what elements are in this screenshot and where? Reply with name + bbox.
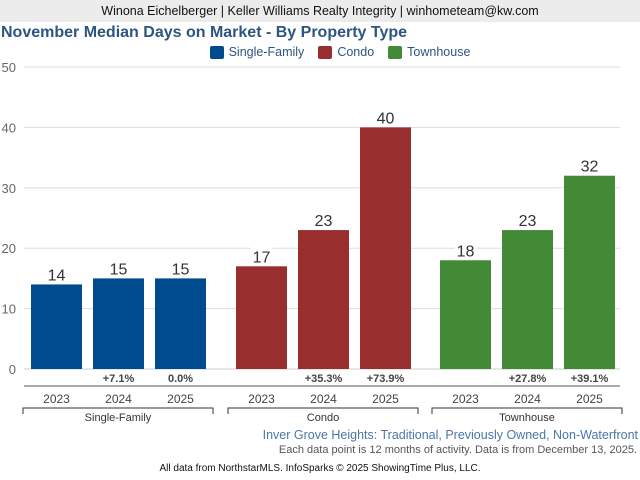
legend-item-condo[interactable]: Condo	[318, 45, 374, 59]
x-tick-label: 2023	[248, 392, 275, 406]
chart-title: November Median Days on Market - By Prop…	[1, 24, 408, 41]
data-label-bg	[45, 265, 68, 283]
x-tick-label: 2025	[372, 392, 399, 406]
data-label: 40	[377, 110, 395, 127]
group-label: Condo	[307, 412, 339, 424]
data-label-bg	[312, 211, 335, 229]
x-tick-label: 2025	[167, 392, 194, 406]
bar	[360, 127, 411, 370]
legend-item-single-family[interactable]: Single-Family	[209, 45, 305, 59]
bar	[236, 266, 287, 369]
data-label: 15	[110, 261, 128, 278]
data-label-bg	[578, 156, 601, 174]
x-tick-label: 2023	[452, 392, 479, 406]
legend-swatch-condo	[318, 45, 333, 59]
y-tick-label: 30	[2, 181, 16, 196]
data-label: 23	[519, 213, 537, 230]
group-label: Single-Family	[85, 412, 152, 424]
data-label-bg	[454, 241, 477, 259]
agent-header: Winona Eichelberger | Keller Williams Re…	[0, 0, 640, 22]
group-bracket	[22, 407, 214, 414]
legend: Single-Family Condo Townhouse	[0, 45, 640, 59]
data-label-bg	[107, 259, 130, 277]
data-label: 32	[581, 159, 599, 176]
bar	[502, 230, 553, 369]
change-label: +73.9%	[367, 373, 405, 385]
y-tick-label: 40	[2, 120, 16, 135]
bar	[93, 278, 144, 369]
bar	[440, 260, 491, 369]
data-label: 17	[253, 249, 271, 266]
legend-label: Townhouse	[407, 45, 471, 59]
change-label: +7.1%	[103, 373, 135, 385]
bar	[155, 278, 206, 369]
legend-swatch-townhouse	[388, 45, 403, 59]
y-tick-label: 0	[9, 362, 16, 377]
bar	[31, 284, 82, 369]
data-label: 15	[172, 261, 190, 278]
change-label: +27.8%	[509, 373, 547, 385]
y-tick-label: 50	[2, 60, 16, 75]
legend-swatch-single-family	[209, 45, 224, 59]
change-label: 0.0%	[168, 373, 193, 385]
data-label-bg	[169, 259, 192, 277]
data-label-bg	[250, 247, 273, 265]
data-label-bg	[516, 211, 539, 229]
x-tick-label: 2025	[576, 392, 603, 406]
y-tick-label: 20	[2, 241, 16, 256]
group-bracket	[227, 407, 419, 414]
group-bracket	[431, 407, 623, 414]
group-label: Townhouse	[499, 412, 555, 424]
data-note: Each data point is 12 months of activity…	[278, 444, 637, 456]
data-label: 14	[48, 267, 66, 284]
bar	[564, 175, 615, 369]
legend-item-townhouse[interactable]: Townhouse	[388, 45, 470, 59]
data-label-bg	[374, 108, 397, 126]
change-label: +39.1%	[571, 373, 609, 385]
x-tick-label: 2023	[43, 392, 70, 406]
footer-credit: All data from NorthstarMLS. InfoSparks ©…	[159, 463, 481, 474]
data-label: 18	[457, 243, 475, 260]
change-label: +35.3%	[305, 373, 343, 385]
x-tick-label: 2024	[514, 392, 541, 406]
x-tick-label: 2024	[105, 392, 132, 406]
legend-label: Condo	[337, 45, 375, 59]
chart-subtitle: Inver Grove Heights: Traditional, Previo…	[262, 428, 638, 442]
legend-label: Single-Family	[228, 45, 305, 59]
x-tick-label: 2024	[310, 392, 337, 406]
y-tick-label: 10	[2, 302, 16, 317]
data-label: 23	[315, 213, 333, 230]
bar	[298, 230, 349, 369]
